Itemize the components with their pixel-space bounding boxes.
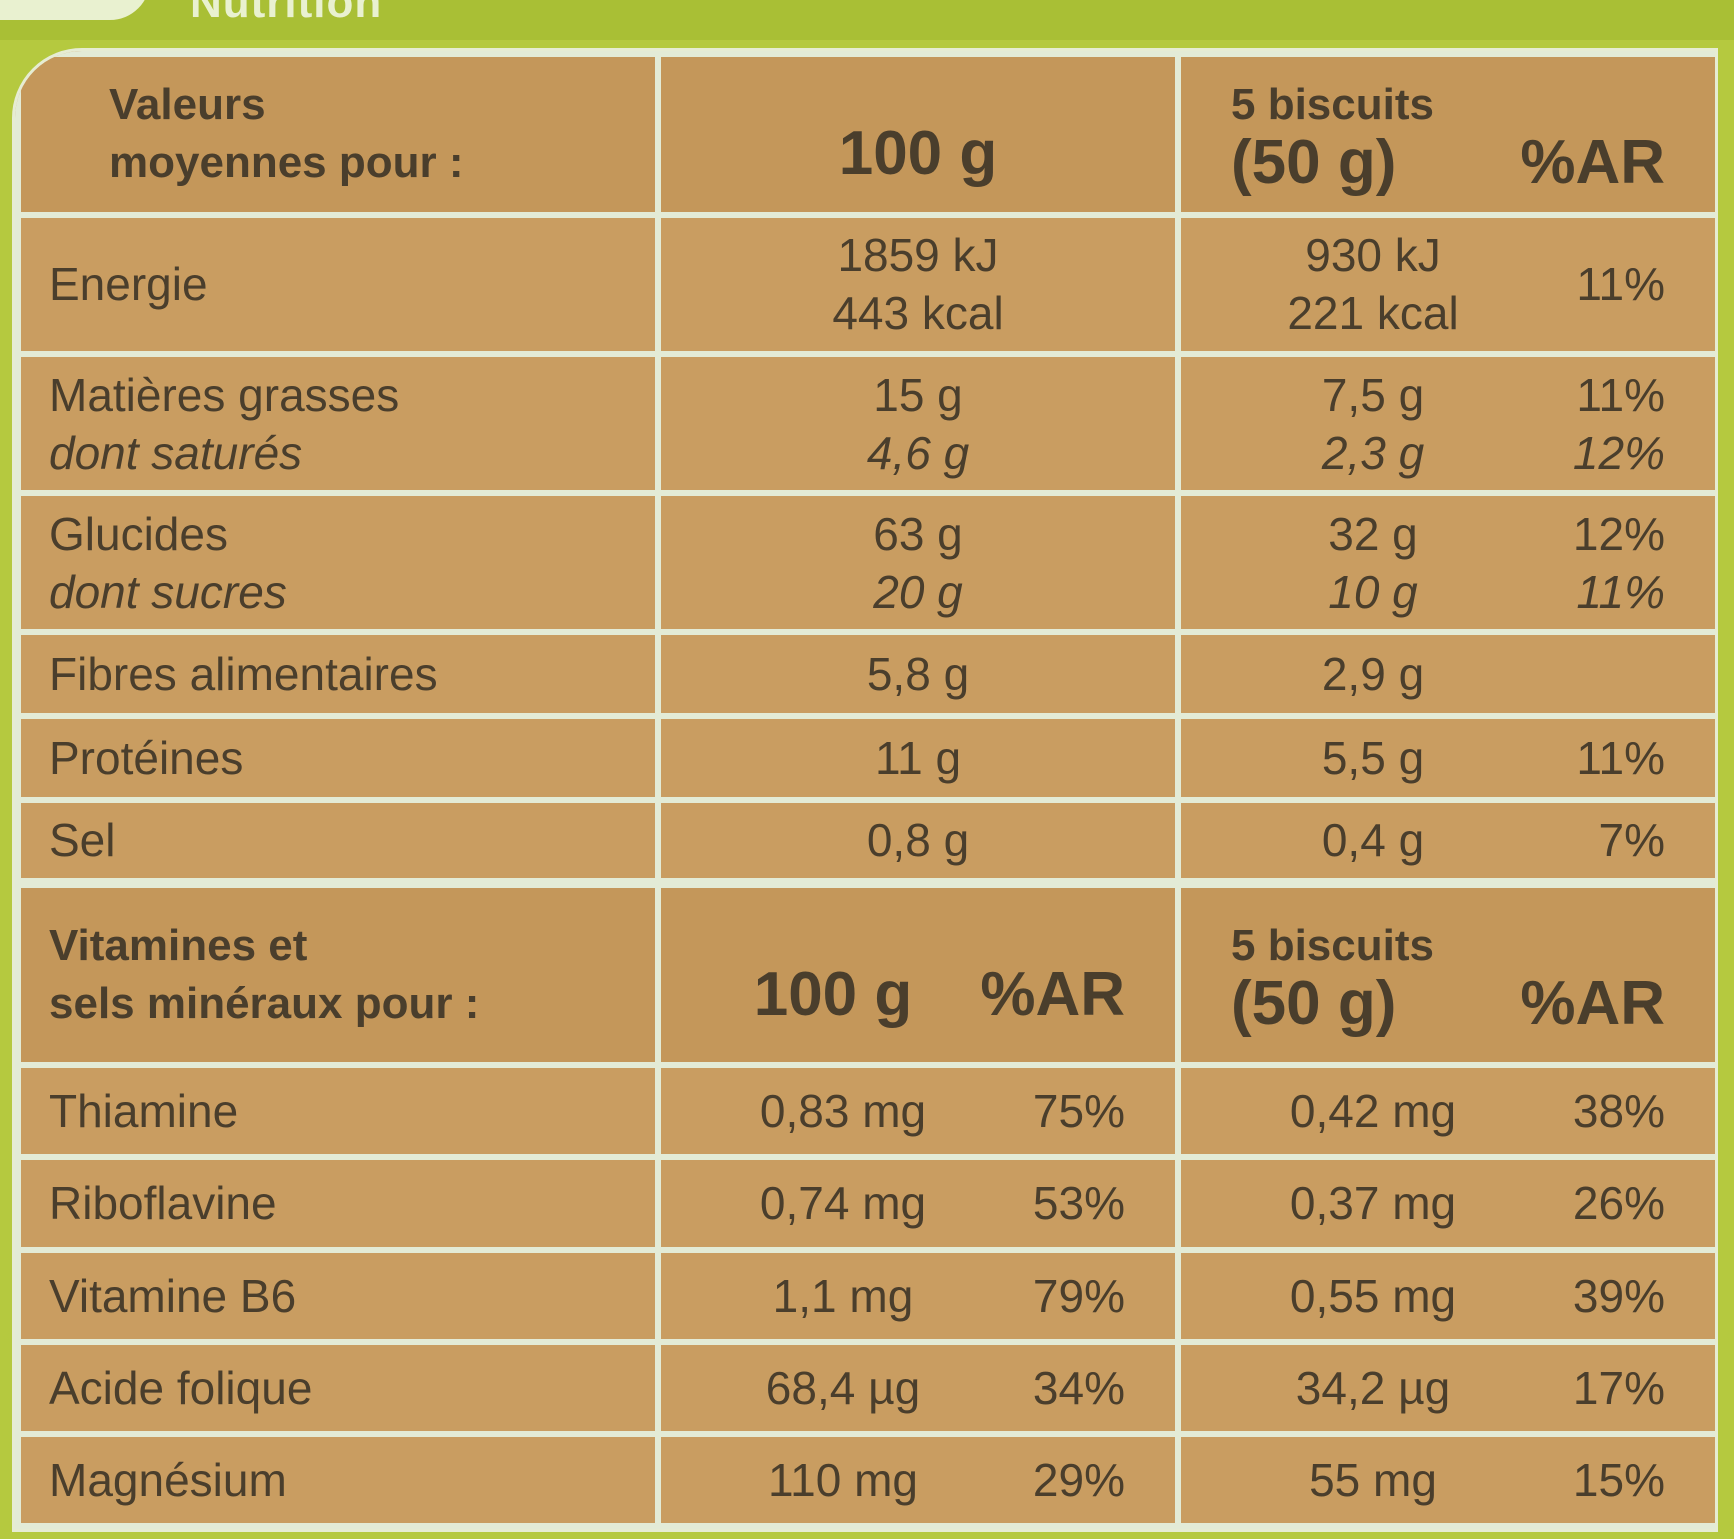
table2-header-100g: 100 g %AR (655, 878, 1181, 1069)
row-label: Vitamine B6 (15, 1246, 661, 1345)
table-row: Acide folique 68,4 µg 34% 34,2 µg 17% (15, 1338, 1715, 1437)
table2-header-label: Vitamines et sels minéraux pour : (15, 878, 661, 1069)
header-strip (0, 0, 1734, 40)
table-row: Fibres alimentaires 5,8 g 2,9 g (15, 629, 1715, 720)
row-value-portion: 5,5 g 11% (1175, 713, 1715, 803)
table-row: Riboflavine 0,74 mg 53% 0,37 mg 26% (15, 1154, 1715, 1253)
table2-header-row: Vitamines et sels minéraux pour : 100 g … (15, 878, 1715, 1069)
row-value-portion: 32 g 10 g 12% 11% (1175, 490, 1715, 636)
row-value-100g: 5,8 g (655, 629, 1181, 720)
row-value-portion: 7,5 g 2,3 g 11% 12% (1175, 350, 1715, 497)
table1-header-100g: 100 g (655, 51, 1181, 218)
nutrition-table: Valeurs moyennes pour : 100 g 5 biscuits… (15, 51, 1715, 1529)
row-value-portion: 0,37 mg 26% (1175, 1154, 1715, 1253)
table-row: Glucides dont sucres 63 g 20 g 32 g 10 g… (15, 490, 1715, 636)
row-label: Fibres alimentaires (15, 629, 661, 720)
row-value-100g: 0,83 mg 75% (655, 1062, 1181, 1161)
table-row: Thiamine 0,83 mg 75% 0,42 mg 38% (15, 1062, 1715, 1161)
row-value-portion: 0,55 mg 39% (1175, 1246, 1715, 1345)
table-row: Vitamine B6 1,1 mg 79% 0,55 mg 39% (15, 1246, 1715, 1345)
row-value-100g: 11 g (655, 713, 1181, 803)
table-row: Sel 0,8 g 0,4 g 7% (15, 796, 1715, 887)
row-value-portion: 2,9 g (1175, 629, 1715, 720)
row-value-portion: 930 kJ 221 kcal 11% (1175, 211, 1715, 357)
row-value-100g: 110 mg 29% (655, 1430, 1181, 1529)
row-value-100g: 1,1 mg 79% (655, 1246, 1181, 1345)
row-label: Sel (15, 796, 661, 887)
row-label: Magnésium (15, 1430, 661, 1529)
table-row: Energie 1859 kJ 443 kcal 930 kJ 221 kcal… (15, 211, 1715, 357)
row-label: Riboflavine (15, 1154, 661, 1253)
row-label: Thiamine (15, 1062, 661, 1161)
row-value-100g: 68,4 µg 34% (655, 1338, 1181, 1437)
row-value-portion: 0,4 g 7% (1175, 796, 1715, 887)
row-value-portion: 55 mg 15% (1175, 1430, 1715, 1529)
table-row: Magnésium 110 mg 29% 55 mg 15% (15, 1430, 1715, 1529)
row-value-100g: 1859 kJ 443 kcal (655, 211, 1181, 357)
table1-header-row: Valeurs moyennes pour : 100 g 5 biscuits… (15, 51, 1715, 218)
section-title: Nutrition (190, 0, 383, 27)
row-value-portion: 0,42 mg 38% (1175, 1062, 1715, 1161)
table2-header-portion: 5 biscuits (50 g) %AR (1175, 878, 1715, 1069)
table-row: Protéines 11 g 5,5 g 11% (15, 713, 1715, 803)
row-value-portion: 34,2 µg 17% (1175, 1338, 1715, 1437)
row-label: Protéines (15, 713, 661, 803)
row-value-100g: 0,74 mg 53% (655, 1154, 1181, 1253)
table-row: Matières grasses dont saturés 15 g 4,6 g… (15, 350, 1715, 497)
row-label: Acide folique (15, 1338, 661, 1437)
table1-header-portion: 5 biscuits (50 g) %AR (1175, 51, 1715, 218)
row-label: Glucides dont sucres (15, 490, 661, 636)
row-value-100g: 15 g 4,6 g (655, 350, 1181, 497)
row-label: Matières grasses dont saturés (15, 350, 661, 497)
row-value-100g: 0,8 g (655, 796, 1181, 887)
nutrition-panel: Valeurs moyennes pour : 100 g 5 biscuits… (12, 48, 1718, 1532)
table1-header-label: Valeurs moyennes pour : (15, 51, 661, 218)
row-label: Energie (15, 211, 661, 357)
row-value-100g: 63 g 20 g (655, 490, 1181, 636)
header-badge (0, 0, 150, 20)
